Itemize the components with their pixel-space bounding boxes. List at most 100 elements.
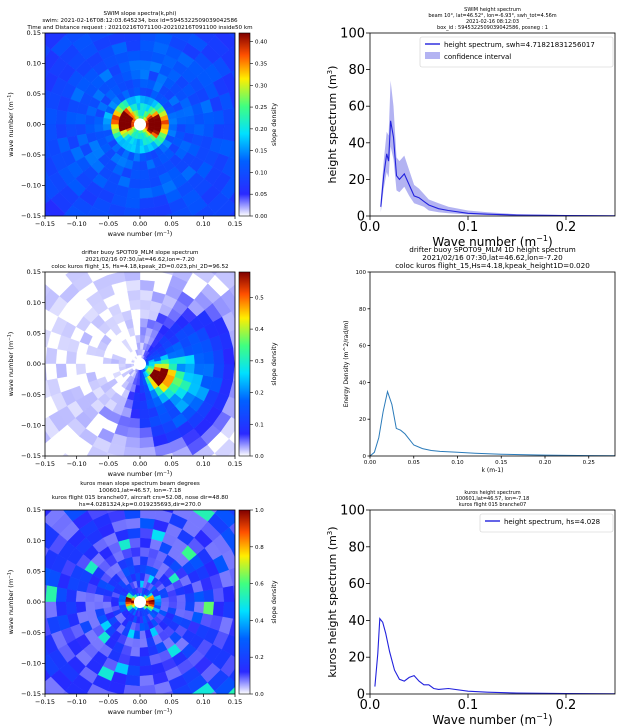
y-tick-label: −0.10 [21, 660, 41, 668]
heatmap-cell [162, 722, 188, 726]
heatmap-cell [184, 0, 210, 14]
heatmap-cell [93, 593, 104, 603]
heatmap-cell [45, 363, 47, 381]
y-tick-label: −0.15 [21, 212, 41, 220]
y-tick-label: 40 [359, 380, 366, 386]
y-tick-label: 0 [357, 688, 365, 703]
heatmap-title-line: hs=4.0281324,kp=0.019235693,dir=270.0 [79, 502, 201, 508]
heatmap-cell [45, 124, 58, 142]
series-line [374, 617, 615, 694]
heatmap-cell [65, 111, 77, 125]
heatmap-cell [45, 521, 51, 536]
y-tick-label: −0.05 [21, 151, 41, 159]
heatmap-cell [128, 178, 141, 190]
y-tick-label: 80 [348, 63, 365, 78]
heatmap-cell [227, 448, 235, 456]
heatmap-cell [106, 33, 118, 36]
heatmap-cell [45, 124, 47, 142]
heatmap-cell [125, 674, 141, 687]
heatmap-cell [193, 601, 205, 614]
heatmap-cell [62, 691, 70, 694]
heatmap-cell [233, 124, 235, 142]
colorbar-tick-label: 0.00 [255, 214, 268, 220]
x-tick-label: 0.1 [458, 220, 479, 235]
heatmap-cell [45, 199, 66, 216]
heatmap-cell [125, 39, 141, 52]
x-tick-label: −0.10 [67, 460, 87, 468]
heatmap-cell [45, 89, 52, 109]
heatmap-cell [184, 124, 196, 135]
heatmap-center-hole [133, 118, 147, 131]
heatmap-cell [45, 646, 49, 658]
heatmap-cell [62, 272, 70, 275]
heatmap-cell [212, 587, 225, 603]
heatmap-cell [45, 448, 53, 456]
heatmap-cell [45, 310, 59, 332]
y-tick-label: 20 [348, 173, 365, 188]
heatmap-cell [139, 86, 147, 97]
heatmap-cell [45, 347, 58, 365]
x-tick-label: 0.15 [228, 460, 242, 468]
heatmap-cell [140, 0, 162, 10]
heatmap-title-line: swim: 2021-02-16T08:12:03.645234, box id… [42, 18, 238, 24]
heatmap-cell [139, 326, 147, 336]
heatmap-cell [45, 33, 66, 50]
heatmap-cell [75, 601, 87, 614]
x-tick-label: −0.15 [35, 220, 55, 228]
heatmap-cell [192, 33, 216, 44]
heatmap-cell [139, 197, 155, 210]
heatmap-cell [168, 601, 178, 609]
colorbar-tick-label: 0.35 [255, 62, 268, 68]
heatmap-cell [139, 59, 152, 71]
heatmap-cell [102, 595, 112, 603]
heatmap-cell [70, 713, 96, 726]
series-line [380, 120, 615, 216]
heatmap-cell [139, 555, 149, 566]
heatmap-title-line: coloc kuros flight_15, Hs=4.18,kpeak_2D=… [51, 264, 228, 270]
y-axis-label: Energy Density (m^2/rad/m) [343, 321, 350, 408]
colorbar-label: slope density [270, 580, 278, 623]
heatmap-cell [125, 436, 141, 449]
heatmap-cell [139, 436, 155, 449]
y-tick-label: 0 [357, 210, 365, 225]
heatmap-cell [92, 722, 118, 726]
colorbar-tick-label: 0.5 [255, 295, 264, 301]
heatmap-cell [65, 601, 77, 616]
heatmap-cell [220, 416, 235, 440]
heatmap-cell [19, 666, 42, 692]
heatmap-title-line: Time and Distance request : 20210216T071… [26, 25, 252, 31]
heatmap-cell [168, 124, 178, 132]
heatmap-cell [192, 215, 194, 216]
heatmap-cell [65, 363, 77, 378]
plot-area [374, 617, 615, 694]
heatmap-cell [203, 124, 215, 138]
heatmap-cell [65, 124, 77, 138]
line-title-line: coloc kuros flight_15,Hs=4.18,kpeak_heig… [395, 261, 590, 270]
heatmap-cell [210, 453, 218, 456]
heatmap-cell [222, 585, 235, 603]
heatmap-cell [139, 207, 157, 216]
heatmap-cell [92, 0, 118, 4]
heatmap-cell [233, 585, 235, 603]
heatmap-cell [19, 188, 42, 214]
heatmap-cell [203, 601, 215, 616]
heatmap-cell [192, 510, 216, 522]
heatmap-cell [45, 69, 49, 80]
heatmap-cell [75, 363, 87, 376]
heatmap-cell [220, 654, 235, 678]
heatmap-cell [125, 197, 141, 210]
y-tick-label: −0.15 [21, 690, 41, 698]
heatmap-cell [203, 111, 215, 125]
heatmap-cell [64, 682, 88, 694]
heatmap-cell [62, 33, 69, 36]
heatmap-center-hole [133, 595, 147, 609]
heatmap-cell [102, 357, 112, 365]
heatmap-cell [130, 169, 141, 180]
x-tick-label: 0.10 [451, 460, 464, 466]
heatmap-cell [229, 44, 235, 59]
heatmap-cell [130, 408, 141, 420]
heatmap-cell [133, 152, 141, 163]
heatmap-cell [139, 684, 157, 694]
